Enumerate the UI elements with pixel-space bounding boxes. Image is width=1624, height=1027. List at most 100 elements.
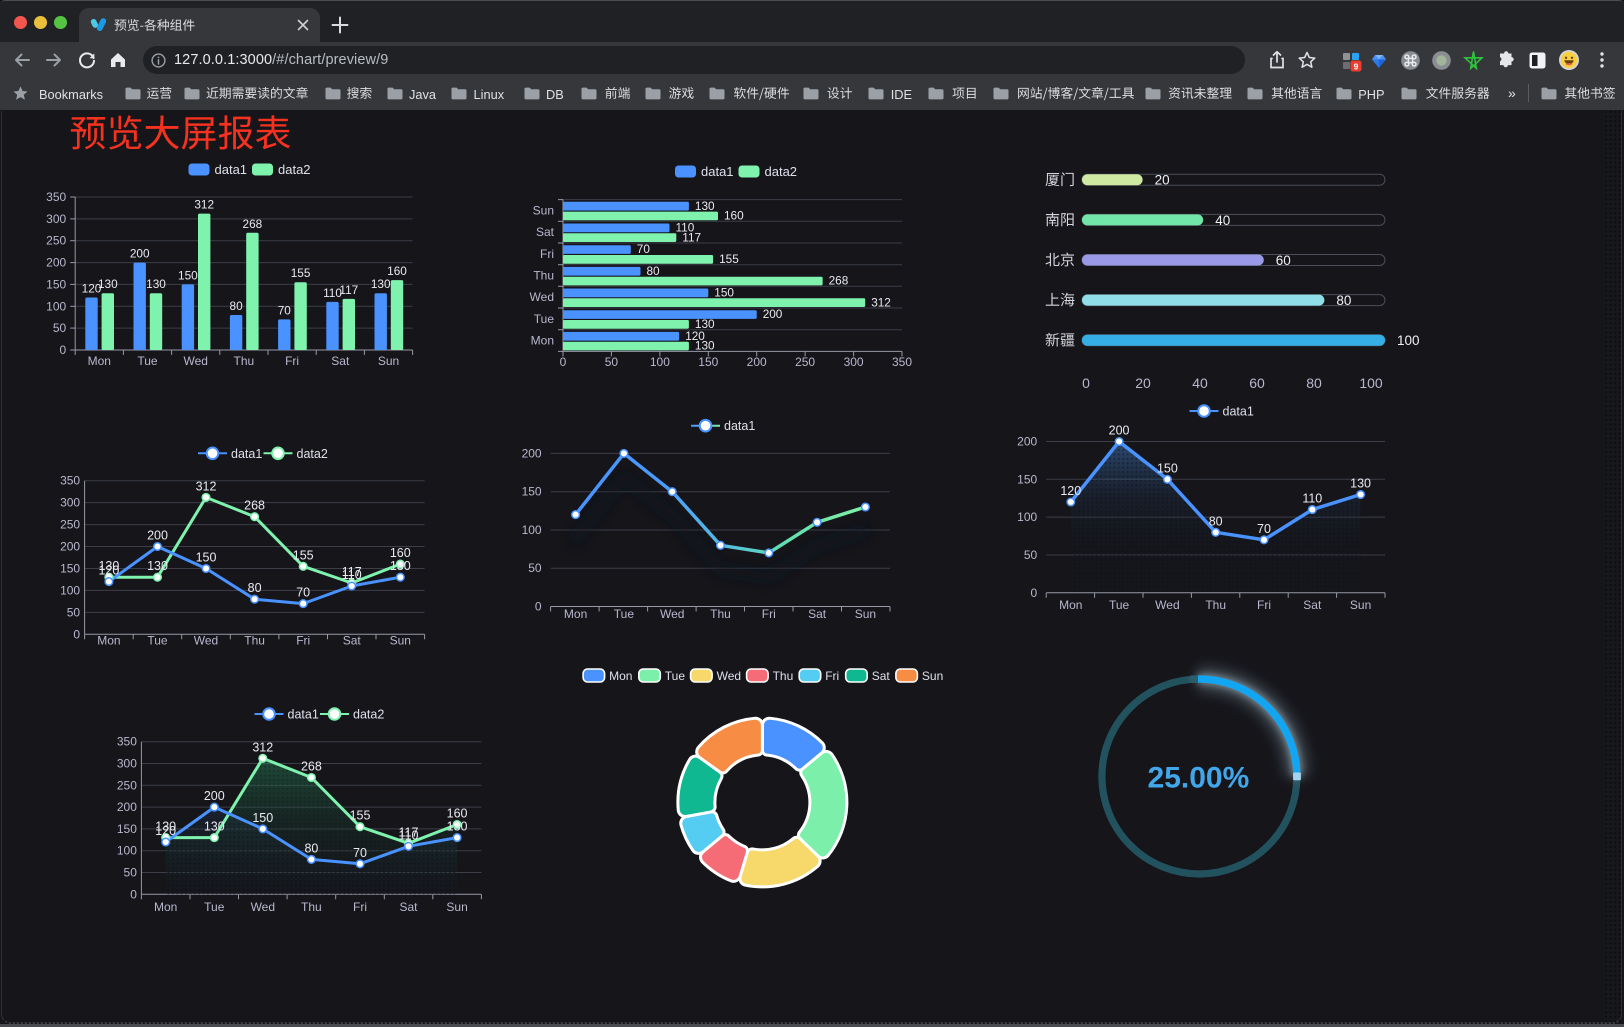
svg-text:200: 200 (46, 256, 66, 270)
svg-text:200: 200 (204, 789, 225, 803)
svg-text:100: 100 (1397, 333, 1420, 348)
svg-text:0: 0 (73, 627, 80, 641)
svg-text:data1: data1 (288, 708, 319, 722)
svg-text:Wed: Wed (530, 290, 554, 304)
svg-text:20: 20 (1135, 375, 1151, 391)
svg-text:200: 200 (130, 247, 150, 261)
svg-text:130: 130 (695, 339, 715, 353)
svg-text:Sat: Sat (872, 669, 891, 683)
svg-text:Fri: Fri (296, 634, 310, 648)
svg-text:Wed: Wed (660, 607, 684, 621)
svg-text:150: 150 (1157, 461, 1178, 475)
svg-text:data1: data1 (215, 162, 248, 177)
svg-text:Tue: Tue (137, 354, 158, 368)
svg-text:Fri: Fri (285, 354, 299, 368)
svg-text:312: 312 (196, 479, 217, 493)
svg-text:40: 40 (1215, 213, 1230, 228)
svg-text:80: 80 (1306, 375, 1322, 391)
svg-text:Thu: Thu (234, 354, 255, 368)
svg-text:150: 150 (178, 268, 198, 282)
svg-text:Sat: Sat (536, 225, 555, 239)
svg-text:117: 117 (399, 825, 419, 839)
svg-text:100: 100 (1017, 510, 1037, 524)
svg-text:Wed: Wed (251, 900, 275, 914)
svg-text:150: 150 (714, 286, 734, 300)
svg-text:Sun: Sun (855, 607, 876, 621)
svg-text:Sun: Sun (378, 354, 399, 368)
svg-text:200: 200 (147, 529, 168, 543)
svg-text:200: 200 (1017, 435, 1037, 449)
svg-text:300: 300 (46, 212, 66, 226)
svg-text:80: 80 (248, 581, 262, 595)
svg-text:0: 0 (1031, 586, 1038, 600)
svg-text:data1: data1 (1223, 405, 1254, 419)
svg-text:130: 130 (204, 820, 225, 834)
svg-text:312: 312 (194, 198, 214, 212)
svg-text:130: 130 (695, 317, 715, 331)
svg-text:Sun: Sun (1350, 598, 1371, 612)
svg-text:70: 70 (353, 846, 367, 860)
svg-text:200: 200 (522, 446, 542, 460)
svg-text:155: 155 (291, 266, 311, 280)
svg-text:Tue: Tue (147, 634, 168, 648)
svg-text:Thu: Thu (710, 607, 731, 621)
svg-text:70: 70 (278, 303, 292, 317)
svg-text:Sat: Sat (331, 354, 350, 368)
svg-text:Tue: Tue (614, 607, 635, 621)
svg-text:50: 50 (605, 355, 619, 369)
svg-text:Sun: Sun (922, 669, 943, 683)
svg-text:data2: data2 (353, 708, 384, 722)
svg-text:130: 130 (147, 559, 168, 573)
svg-text:Sat: Sat (343, 634, 362, 648)
svg-text:data2: data2 (278, 162, 311, 177)
svg-text:50: 50 (53, 321, 67, 335)
svg-text:117: 117 (339, 283, 358, 297)
svg-text:150: 150 (522, 485, 542, 499)
svg-text:117: 117 (682, 230, 701, 244)
svg-text:Sat: Sat (1303, 598, 1322, 612)
svg-text:100: 100 (522, 523, 542, 537)
svg-text:data1: data1 (701, 164, 734, 179)
svg-text:312: 312 (252, 740, 273, 754)
svg-text:100: 100 (117, 844, 137, 858)
svg-text:50: 50 (1024, 548, 1038, 562)
svg-text:268: 268 (244, 499, 265, 513)
svg-text:100: 100 (650, 355, 670, 369)
svg-text:160: 160 (724, 209, 744, 223)
svg-text:150: 150 (252, 811, 273, 825)
svg-text:9: 9 (1354, 61, 1359, 71)
svg-text:200: 200 (1109, 424, 1130, 438)
svg-text:250: 250 (795, 355, 815, 369)
svg-text:110: 110 (323, 286, 342, 300)
svg-text:160: 160 (390, 546, 411, 560)
svg-text:200: 200 (747, 355, 767, 369)
svg-text:0: 0 (130, 887, 137, 901)
svg-text:300: 300 (60, 496, 80, 510)
svg-text:160: 160 (447, 807, 468, 821)
svg-text:60: 60 (1276, 253, 1291, 268)
svg-text:117: 117 (342, 565, 362, 579)
svg-text:130: 130 (447, 820, 468, 834)
svg-text:130: 130 (98, 277, 118, 291)
svg-text:0: 0 (535, 600, 542, 614)
svg-text:0: 0 (560, 355, 567, 369)
svg-text:268: 268 (829, 274, 849, 288)
svg-text:110: 110 (342, 568, 362, 582)
svg-text:70: 70 (1257, 522, 1271, 536)
svg-text:150: 150 (60, 562, 80, 576)
svg-text:data2: data2 (765, 164, 798, 179)
svg-text:155: 155 (719, 252, 739, 266)
svg-text:80: 80 (647, 264, 661, 278)
svg-text:80: 80 (230, 299, 244, 313)
svg-text:Sat: Sat (399, 900, 418, 914)
svg-text:Wed: Wed (183, 354, 207, 368)
svg-text:40: 40 (1192, 375, 1208, 391)
svg-text:155: 155 (293, 548, 314, 562)
svg-text:Sat: Sat (808, 607, 827, 621)
svg-text:110: 110 (676, 221, 695, 235)
svg-text:160: 160 (387, 264, 407, 278)
svg-text:130: 130 (695, 199, 715, 213)
svg-text:Sun: Sun (390, 634, 411, 648)
svg-text:120: 120 (685, 329, 705, 343)
svg-text:50: 50 (124, 866, 138, 880)
